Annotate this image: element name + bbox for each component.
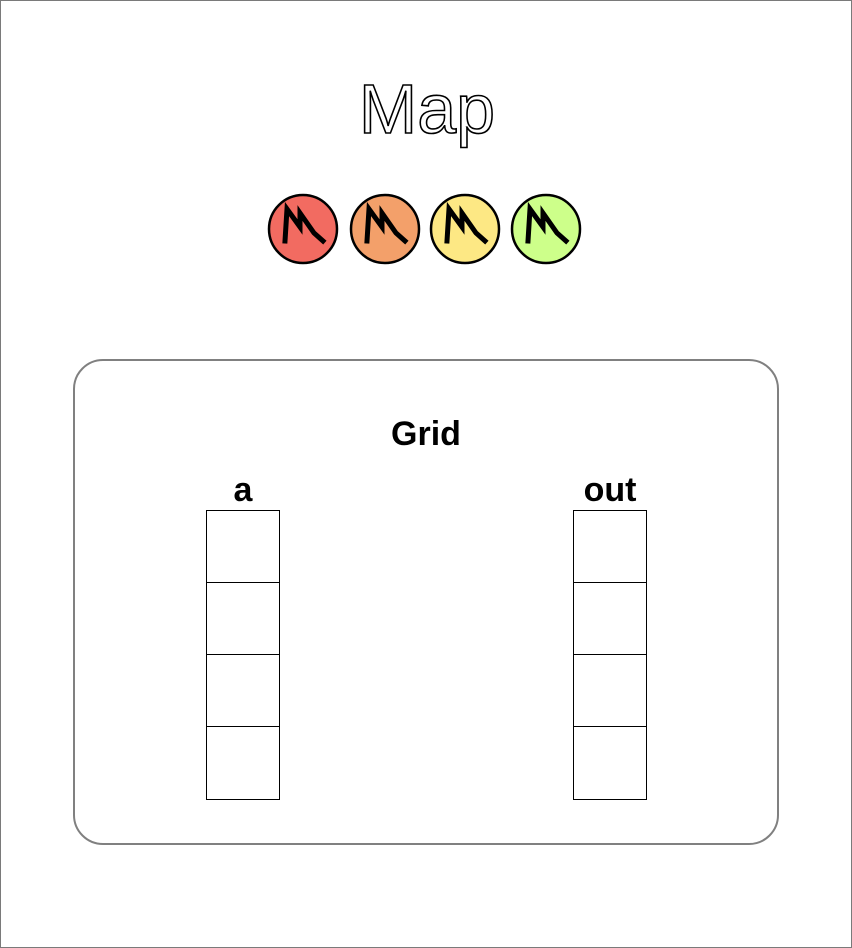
grid-panel	[73, 359, 779, 845]
orange-lightning-badge	[349, 193, 421, 265]
grid-cell	[573, 654, 647, 728]
cell-column-out	[573, 510, 647, 800]
column-label-out: out	[583, 471, 637, 509]
grid-cell	[573, 582, 647, 656]
lightning-m-icon	[364, 201, 409, 245]
grid-cell	[206, 654, 280, 728]
grid-cell	[206, 726, 280, 800]
lightning-m-icon	[282, 201, 327, 245]
yellow-lightning-badge	[429, 193, 501, 265]
badge-circle	[510, 193, 582, 265]
cell-column-a	[206, 510, 280, 800]
red-lightning-badge	[267, 193, 339, 265]
grid-cell	[573, 726, 647, 800]
lightning-m-icon	[444, 201, 489, 245]
grid-cell	[206, 510, 280, 584]
badge-circle	[267, 193, 339, 265]
grid-cell	[573, 510, 647, 584]
grid-cell	[206, 582, 280, 656]
grid-title: Grid	[391, 415, 461, 453]
badge-circle	[349, 193, 421, 265]
badge-circle	[429, 193, 501, 265]
lightning-m-icon	[525, 201, 570, 245]
column-label-a: a	[233, 471, 253, 509]
svg-text:Map: Map	[359, 70, 495, 148]
map-title: Map	[358, 69, 496, 149]
green-lightning-badge	[510, 193, 582, 265]
